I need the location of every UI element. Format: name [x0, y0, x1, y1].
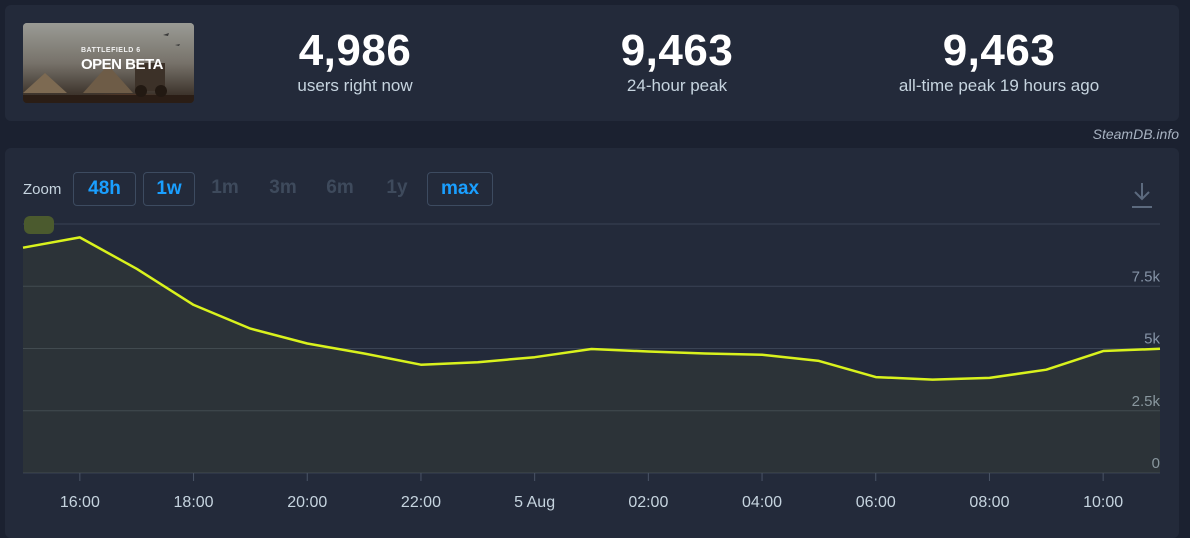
x-tick-label: 16:00 — [60, 494, 100, 511]
stat-24h-peak: 9,463 24-hour peak — [577, 27, 777, 97]
x-tick-label: 22:00 — [401, 494, 441, 511]
event-flag-marker[interactable] — [24, 216, 54, 234]
game-art-image — [23, 23, 194, 103]
stat-all-time-peak: 9,463 all-time peak 19 hours ago — [854, 27, 1144, 97]
thumbnail-subtitle: OPEN BETA — [81, 56, 163, 73]
zoom-1y-button[interactable]: 1y — [386, 177, 408, 198]
stat-current-players: 4,986 users right now — [255, 27, 455, 97]
zoom-48h-button[interactable]: 48h — [73, 172, 136, 206]
y-tick-label: 7.5k — [1132, 268, 1161, 285]
x-tick-label: 04:00 — [742, 494, 782, 511]
x-tick-label: 20:00 — [287, 494, 327, 511]
series-line — [22, 236, 1161, 381]
download-icon[interactable] — [1130, 181, 1154, 209]
steamdb-credit-link[interactable]: SteamDB.info — [1092, 126, 1179, 142]
all-time-peak-value: 9,463 — [942, 26, 1056, 75]
current-players-value: 4,986 — [298, 26, 412, 75]
24h-peak-label: 24-hour peak — [626, 76, 728, 95]
stats-panel: BATTLEFIELD 6 OPEN BETA 4,986 users righ… — [5, 5, 1179, 121]
zoom-1m-button[interactable]: 1m — [211, 177, 239, 198]
y-tick-label: 5k — [1144, 331, 1160, 348]
current-players-label: users right now — [297, 76, 413, 95]
zoom-label: Zoom — [23, 181, 62, 198]
x-tick-label: 06:00 — [856, 494, 896, 511]
x-tick-label: 5 Aug — [514, 494, 555, 511]
zoom-1w-button[interactable]: 1w — [143, 172, 195, 206]
x-tick-label: 08:00 — [969, 494, 1009, 511]
24h-peak-value: 9,463 — [620, 26, 734, 75]
x-tick-label: 02:00 — [628, 494, 668, 511]
y-tick-label: 2.5k — [1132, 393, 1161, 410]
thumbnail-title: BATTLEFIELD 6 — [81, 47, 141, 54]
x-tick-label: 10:00 — [1083, 494, 1123, 511]
all-time-peak-label: all-time peak 19 hours ago — [898, 76, 1100, 95]
zoom-3m-button[interactable]: 3m — [269, 177, 297, 198]
zoom-max-button[interactable]: max — [427, 172, 493, 206]
y-tick-label: 0 — [1152, 455, 1160, 472]
zoom-6m-button[interactable]: 6m — [326, 177, 354, 198]
series-area — [23, 237, 1160, 473]
x-tick-label: 18:00 — [174, 494, 214, 511]
game-thumbnail[interactable]: BATTLEFIELD 6 OPEN BETA — [23, 23, 194, 103]
